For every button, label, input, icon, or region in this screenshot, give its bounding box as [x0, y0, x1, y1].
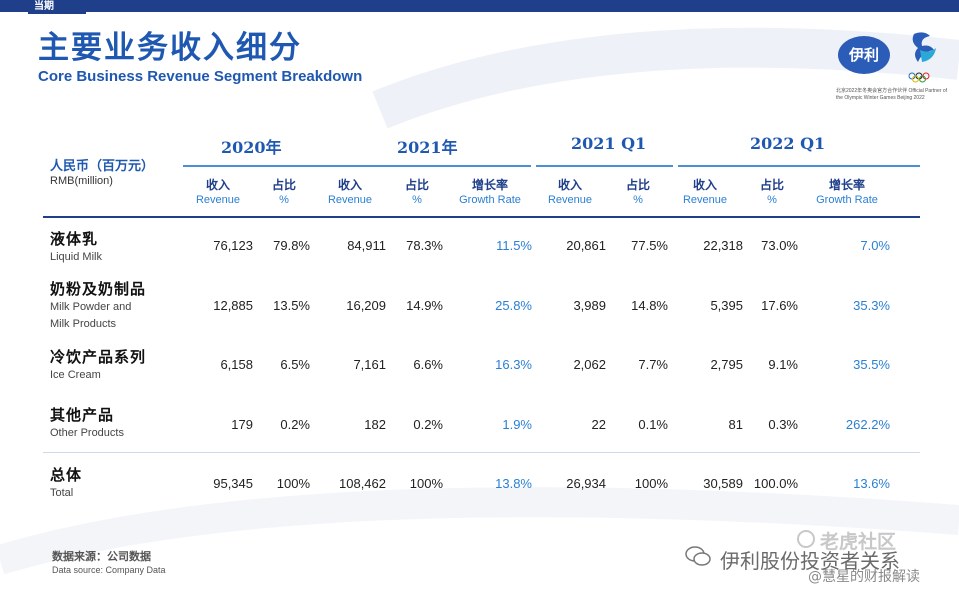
period-2020: 2020年 [221, 138, 282, 157]
table-cell: 7.7% [638, 357, 668, 372]
col-header-revenue: 收入 Revenue [547, 178, 593, 206]
table-cell: 20,861 [566, 238, 606, 253]
period-underline [183, 165, 323, 167]
table-cell: 1.9% [502, 417, 532, 432]
table-cell: 22 [591, 417, 606, 432]
table-cell: 2,062 [573, 357, 606, 372]
table-cell: 25.8% [495, 298, 532, 313]
row-label-ice-cream: 冷饮产品系列 Ice Cream [50, 348, 147, 381]
table-cell: 0.2% [280, 417, 310, 432]
table-cell: 179 [231, 417, 253, 432]
table-cell: 12,885 [213, 298, 253, 313]
table-cell: 0.2% [413, 417, 443, 432]
table-cell: 14.9% [406, 298, 443, 313]
table-cell: 79.8% [273, 238, 310, 253]
table-cell: 16.3% [495, 357, 532, 372]
col-header-share: 占比% [625, 178, 650, 206]
table-cell: 11.5% [496, 238, 532, 253]
table-cell: 14.8% [631, 298, 668, 313]
tiger-community-icon [797, 530, 815, 548]
period-underline [678, 165, 920, 167]
table-cell: 73.0% [761, 238, 798, 253]
col-header-revenue: 收入 Revenue [327, 178, 373, 206]
table-cell: 6.5% [280, 357, 310, 372]
unit-label-en: RMB(million) [50, 175, 113, 187]
table-cell: 0.3% [768, 417, 798, 432]
wechat-icon [685, 546, 711, 566]
watermark-community: 老虎社区 [820, 531, 897, 553]
table-cell: 35.5% [853, 357, 890, 372]
table-cell: 7.0% [860, 238, 890, 253]
total-divider [43, 452, 920, 453]
col-header-share: 占比% [271, 178, 296, 206]
table-cell: 3,989 [573, 298, 606, 313]
table-cell: 262.2% [845, 417, 890, 432]
col-header-revenue: 收入 Revenue [682, 178, 728, 206]
col-header-growth: 增长率 Growth Rate [459, 178, 521, 206]
col-header-share: 占比% [759, 178, 784, 206]
table-cell: 84,911 [347, 238, 386, 253]
table-cell: 182 [364, 417, 386, 432]
table-cell: 100% [409, 476, 443, 491]
table-cell: 17.6% [761, 298, 798, 313]
source-label-cn: 数据来源：公司数据 [52, 550, 151, 563]
table-cell: 6.6% [413, 357, 443, 372]
watermark-author: @慧星的财报解读 [808, 569, 920, 585]
table-cell: 77.5% [631, 238, 668, 253]
row-label-liquid-milk: 液体乳 Liquid Milk [50, 230, 102, 263]
col-header-share: 占比% [404, 178, 429, 206]
table-cell: 2,795 [710, 357, 743, 372]
table-cell: 35.3% [853, 298, 890, 313]
partner-text: 北京2022年冬奥会官方合作伙伴 Official Partner of the… [836, 88, 948, 101]
table-cell: 13.5% [273, 298, 310, 313]
col-header-revenue: 收入 Revenue [195, 178, 241, 206]
table-cell: 6,158 [220, 357, 253, 372]
table-cell: 78.3% [406, 238, 443, 253]
table-cell: 13.8% [495, 476, 532, 491]
period-underline [318, 165, 531, 167]
watermark-ir: 伊利股份投资者关系 [720, 549, 900, 573]
yili-logo: 伊利 [838, 36, 890, 74]
row-label-other: 其他产品 Other Products [50, 406, 124, 439]
header-divider [43, 216, 920, 218]
beijing-2022-emblem [908, 32, 936, 83]
period-underline [536, 165, 673, 167]
period-2021-q1: 2021 Q1 [571, 134, 647, 153]
table-cell: 100.0% [753, 476, 798, 491]
table-cell: 9.1% [768, 357, 798, 372]
table-cell: 5,395 [710, 298, 743, 313]
table-cell: 30,589 [703, 476, 743, 491]
row-label-total: 总体 Total [50, 466, 83, 499]
table-cell: 108,462 [339, 476, 386, 491]
table-cell: 22,318 [703, 238, 743, 253]
table-cell: 0.1% [638, 417, 668, 432]
col-header-growth: 增长率 Growth Rate [816, 178, 878, 206]
row-label-milk-powder: 奶粉及奶制品 Milk Powder and Milk Products [50, 280, 147, 330]
period-2021: 2021年 [397, 138, 458, 157]
unit-label-cn: 人民币（百万元） [50, 159, 155, 174]
table-cell: 26,934 [566, 476, 606, 491]
table-cell: 100% [276, 476, 310, 491]
source-label-en: Data source: Company Data [52, 565, 166, 575]
table-cell: 16,209 [346, 298, 386, 313]
page-title-en: Core Business Revenue Segment Breakdown [38, 68, 363, 85]
period-2022-q1: 2022 Q1 [750, 134, 826, 153]
table-cell: 7,161 [353, 357, 386, 372]
table-cell: 95,345 [213, 476, 253, 491]
table-cell: 13.6% [853, 476, 890, 491]
table-cell: 76,123 [213, 238, 253, 253]
page-title-cn: 主要业务收入细分 [38, 30, 302, 66]
table-cell: 100% [634, 476, 668, 491]
top-bar [0, 0, 959, 12]
table-cell: 81 [728, 417, 743, 432]
period-tag: 当期 [28, 0, 86, 14]
